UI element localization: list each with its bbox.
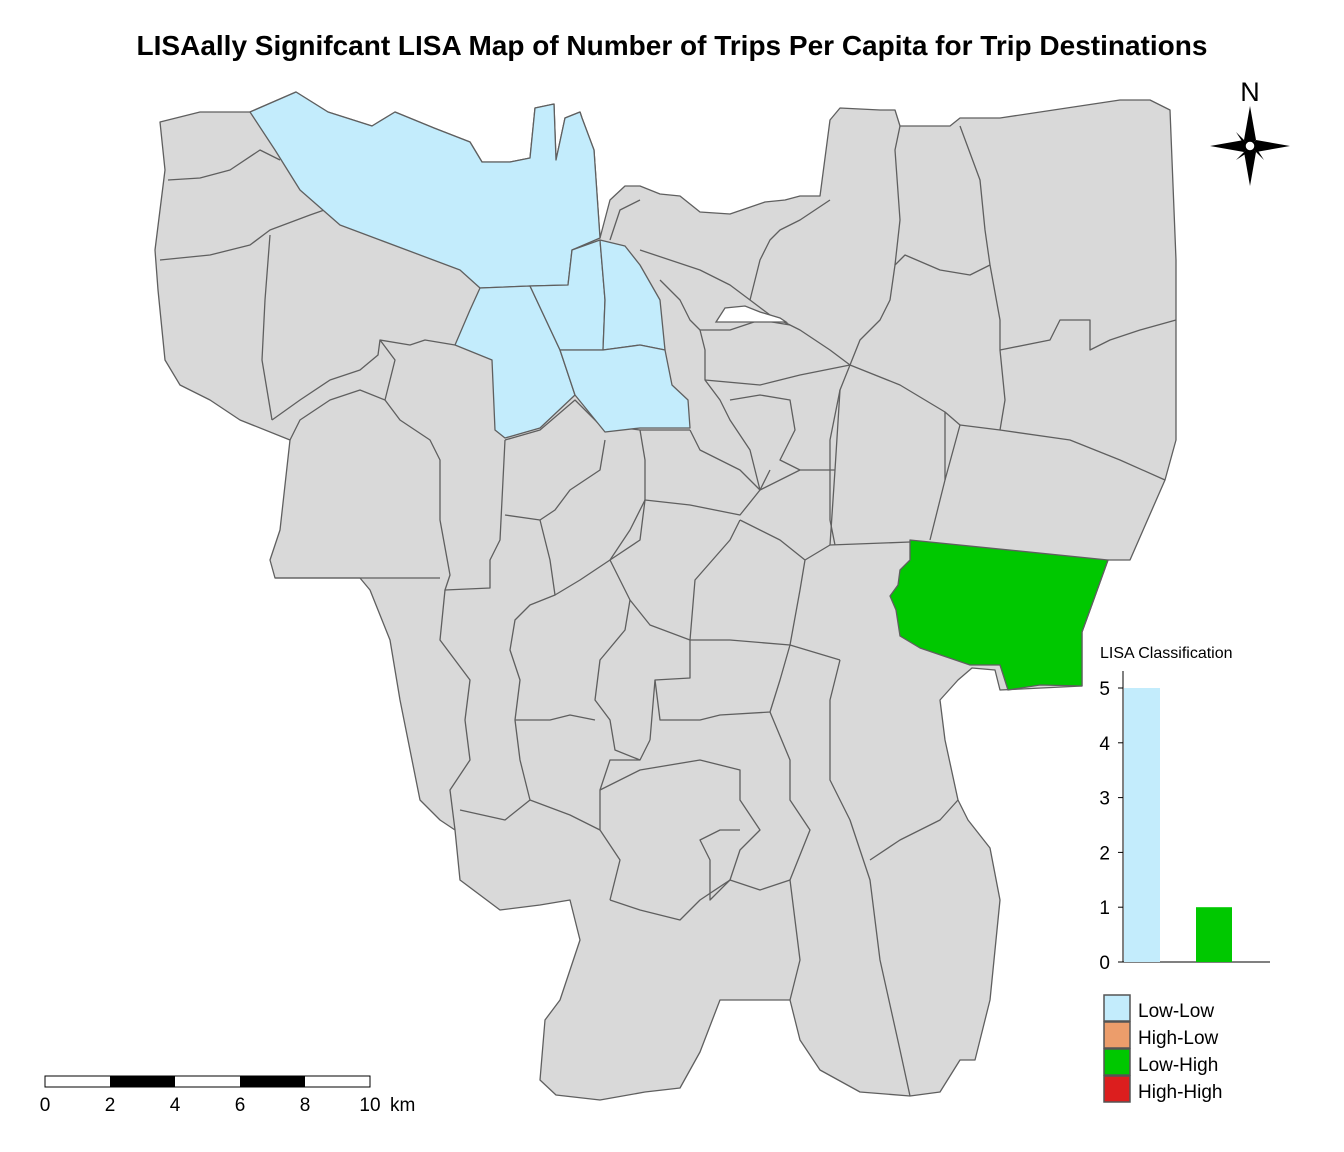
scale-tick-4: 4 — [170, 1095, 181, 1116]
chart-ytick-label: 3 — [1099, 789, 1110, 810]
legend-swatch-high-high — [1103, 1075, 1131, 1103]
chart-bar-low-low — [1124, 688, 1160, 962]
scale-tick-0: 0 — [40, 1095, 51, 1116]
scale-tick-6: 6 — [235, 1095, 246, 1116]
chart-ytick-label: 0 — [1099, 953, 1110, 974]
legend-label-high-high: High-High — [1138, 1082, 1222, 1103]
scale-tick-8: 8 — [300, 1095, 311, 1116]
legend-label-low-high: Low-High — [1138, 1055, 1218, 1076]
chart-ytick-label: 2 — [1099, 843, 1110, 864]
district-low-low — [559, 344, 691, 433]
legend-label-low-low: Low-Low — [1138, 1001, 1214, 1022]
district-low-high — [889, 539, 1109, 691]
compass-rose-icon — [1210, 106, 1290, 186]
map-title: LISAally Signifcant LISA Map of Number o… — [136, 30, 1208, 61]
legend: Low-Low High-Low Low-High High-High — [1103, 994, 1222, 1103]
district-boundaries — [159, 125, 1177, 1097]
district-low-low — [249, 91, 601, 289]
lisa-classification-chart: LISA Classification 0 1 2 3 4 5 — [1099, 645, 1270, 974]
legend-swatch-high-low — [1103, 1021, 1131, 1049]
legend-swatch-low-high — [1103, 1048, 1131, 1076]
scale-tick-10: 10 — [359, 1095, 380, 1116]
legend-label-high-low: High-Low — [1138, 1028, 1219, 1049]
chart-bar-low-high — [1196, 907, 1232, 962]
scale-bar: 0 2 4 6 8 10 km — [40, 1075, 415, 1116]
scale-tick-2: 2 — [105, 1095, 116, 1116]
chart-ytick-label: 4 — [1099, 734, 1110, 755]
chart-ytick-label: 5 — [1099, 679, 1110, 700]
north-label: N — [1240, 77, 1260, 107]
map-outline — [154, 91, 1177, 1101]
enclave-area — [714, 305, 789, 323]
chart-title: LISA Classification — [1100, 645, 1233, 662]
scale-unit: km — [390, 1095, 415, 1116]
legend-swatch-low-low — [1103, 994, 1131, 1022]
chart-ytick-label: 1 — [1099, 898, 1110, 919]
